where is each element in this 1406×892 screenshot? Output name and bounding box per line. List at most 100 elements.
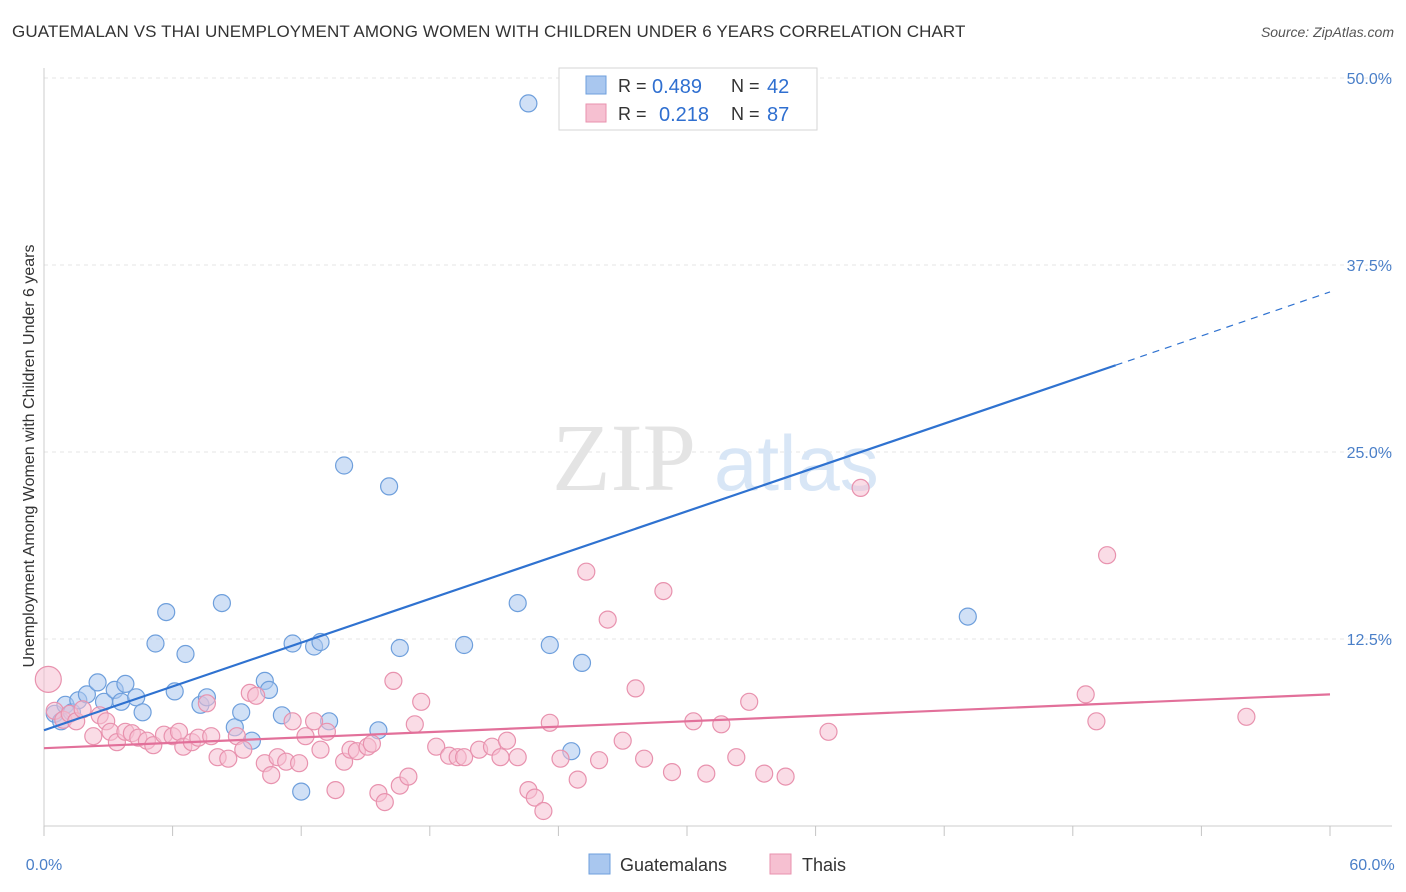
thai-point-70: [598, 610, 617, 629]
thai-point-35: [290, 754, 309, 773]
thai-point-27: [234, 740, 253, 759]
guatemalan-point-11: [127, 688, 146, 707]
thai-point-6: [84, 727, 103, 746]
thai-point-72: [626, 679, 645, 698]
thai-point-63: [525, 788, 544, 807]
legend-r-value-guatemalans: 0.489: [652, 76, 702, 98]
thai-point-45: [362, 734, 381, 753]
guatemalan-point-36: [508, 593, 527, 613]
thai-point-29: [247, 686, 266, 705]
thai-point-75: [662, 762, 682, 782]
guatemalan-point-35: [455, 635, 474, 655]
legend-r-value-thais: 0.218: [659, 104, 709, 126]
legend-bottom-label-thais: Thais: [802, 855, 846, 875]
thai-point-40: [326, 780, 345, 800]
legend-r-label-thais: R =: [618, 104, 647, 124]
legend-bottom: Guatemalans Thais: [588, 853, 846, 875]
thai-point-86: [1087, 712, 1106, 731]
thai-point-68: [577, 562, 596, 581]
thai-point-51: [405, 715, 424, 734]
thai-point-88: [1237, 707, 1256, 726]
trend-lines: [43, 291, 1331, 750]
chart-source: Source: ZipAtlas.com: [1260, 24, 1394, 40]
guatemalan-trend-line: [43, 364, 1117, 732]
thai-point-50: [399, 767, 418, 786]
thai-point-85: [1076, 685, 1095, 704]
legend-n-label-thais: N =: [731, 104, 760, 124]
thai-point-67: [568, 770, 587, 789]
thai-point-65: [540, 713, 559, 732]
thai-point-52: [412, 692, 431, 711]
thai-point-0: [34, 665, 62, 694]
guatemalan-point-37: [519, 94, 538, 113]
legend-swatch-thais: [585, 103, 607, 123]
y-tick-labels: 12.5% 25.0% 37.5% 50.0%: [1347, 71, 1392, 649]
legend-top: R = 0.489 N = 42 R = 0.218 N = 87: [558, 67, 818, 131]
thai-point-39: [317, 722, 336, 741]
thai-point-48: [384, 671, 403, 691]
thai-point-66: [551, 749, 570, 768]
guatemalan-point-13: [146, 634, 165, 653]
guatemalan-point-38: [540, 635, 559, 655]
thai-point-77: [697, 764, 716, 783]
thai-point-25: [219, 749, 238, 768]
x-axis-ticks: [43, 826, 1331, 836]
legend-n-label-guatemalans: N =: [731, 76, 760, 96]
y-tick-label-1: 25.0%: [1347, 445, 1392, 462]
guatemalan-trend-extension: [1115, 291, 1331, 366]
thai-point-34: [283, 712, 302, 731]
thai-point-38: [311, 740, 330, 759]
gridlines: [44, 77, 1392, 640]
guatemalan-point-19: [212, 593, 231, 613]
y-tick-label-2: 37.5%: [1347, 258, 1392, 275]
thai-point-69: [589, 751, 609, 770]
guatemalan-point-6: [88, 673, 107, 692]
legend-bottom-swatch-guatemalans: [588, 853, 611, 875]
thai-point-78: [712, 715, 731, 734]
thai-point-59: [491, 748, 510, 767]
thai-point-53: [427, 737, 446, 756]
legend-n-value-thais: 87: [767, 104, 789, 126]
guatemalan-point-27: [292, 782, 311, 801]
thai-point-82: [776, 767, 795, 786]
thai-point-71: [613, 731, 632, 750]
thai-point-74: [654, 581, 673, 601]
y-tick-label-0: 12.5%: [1347, 632, 1392, 649]
guatemalan-point-41: [958, 607, 977, 626]
thai-point-61: [508, 748, 527, 767]
thai-point-47: [375, 792, 394, 812]
thai-point-22: [197, 694, 216, 713]
guatemalan-point-31: [335, 456, 354, 475]
guatemalan-point-16: [176, 644, 195, 664]
thai-point-81: [755, 764, 774, 783]
legend-r-label-guatemalans: R =: [618, 76, 647, 96]
legend-bottom-label-guatemalans: Guatemalans: [620, 855, 727, 875]
guatemalan-point-34: [390, 638, 409, 658]
thai-point-64: [534, 801, 553, 821]
y-tick-label-3: 50.0%: [1347, 71, 1392, 88]
legend-n-value-guatemalans: 42: [767, 76, 789, 98]
guatemalan-point-12: [133, 703, 152, 722]
thai-point-80: [740, 692, 759, 711]
chart-title: GUATEMALAN VS THAI UNEMPLOYMENT AMONG WO…: [12, 22, 966, 41]
legend-swatch-guatemalans: [585, 75, 607, 95]
legend-bottom-swatch-thais: [769, 853, 792, 875]
thai-point-87: [1097, 546, 1117, 565]
guatemalan-point-14: [157, 602, 176, 622]
thai-point-79: [727, 748, 746, 767]
thai-point-73: [634, 749, 654, 768]
guatemalan-point-10: [116, 674, 135, 694]
thai-point-83: [819, 722, 838, 741]
guatemalan-point-40: [572, 653, 592, 673]
thai-point-31: [262, 765, 281, 785]
x-tick-label-max: 60.0%: [1349, 857, 1394, 874]
x-tick-label-min: 0.0%: [26, 857, 62, 874]
thai-point-84: [851, 478, 870, 497]
thai-point-37: [305, 712, 324, 731]
guatemalan-point-21: [232, 703, 251, 722]
thai-point-60: [497, 731, 517, 750]
thai-point-56: [455, 748, 474, 767]
guatemalan-point-33: [380, 477, 399, 496]
y-axis-title: Unemployment Among Women with Children U…: [21, 244, 38, 667]
thai-trend-line: [43, 693, 1331, 750]
